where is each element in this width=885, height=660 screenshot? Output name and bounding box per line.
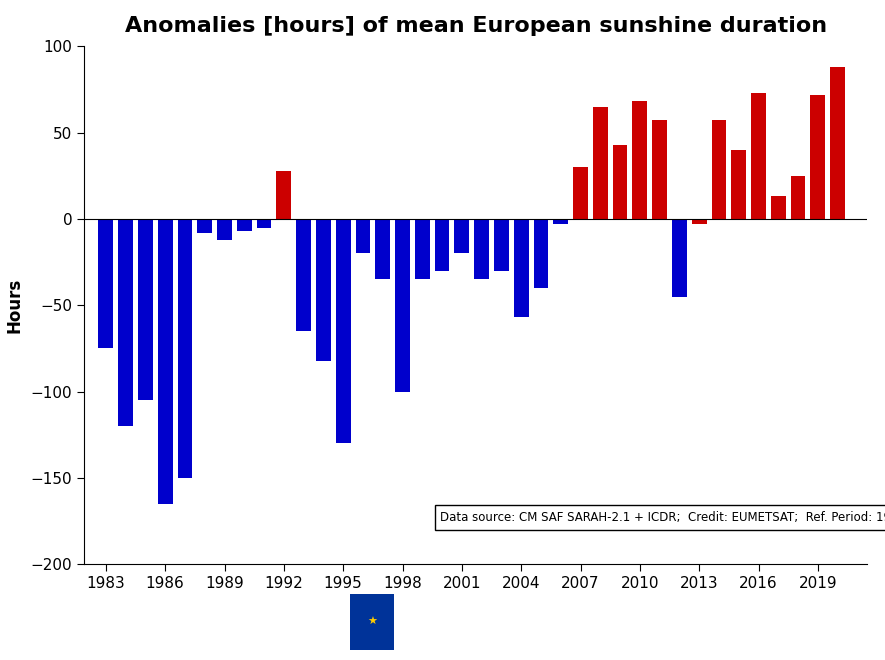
Bar — [237, 219, 251, 231]
Bar — [356, 219, 370, 253]
Bar — [731, 150, 746, 219]
Text: IMPLEMENTED BY: IMPLEMENTED BY — [685, 599, 746, 605]
Bar — [257, 219, 272, 228]
Bar — [811, 94, 826, 219]
Text: ★: ★ — [367, 617, 377, 627]
Bar — [316, 219, 331, 360]
Bar — [514, 219, 528, 317]
Bar — [454, 219, 469, 253]
Bar — [119, 219, 133, 426]
Text: Copernicus Climate Change Service: Copernicus Climate Change Service — [18, 605, 205, 614]
Text: Data source: CM SAF SARAH-2.1 + ICDR;  Credit: EUMETSAT;  Ref. Period: 1991-2020: Data source: CM SAF SARAH-2.1 + ICDR; Cr… — [441, 512, 885, 524]
Bar — [138, 219, 153, 400]
Bar — [415, 219, 430, 279]
Bar — [178, 219, 192, 478]
Bar — [672, 219, 687, 296]
Bar — [197, 219, 212, 233]
Bar — [612, 145, 627, 219]
Text: Europe's eyes on Earth: Europe's eyes on Earth — [400, 630, 489, 639]
Bar — [335, 219, 350, 444]
Bar — [830, 67, 845, 219]
Bar — [593, 107, 608, 219]
Bar — [633, 102, 647, 219]
Y-axis label: Hours: Hours — [5, 278, 24, 333]
Text: Copernicus: Copernicus — [400, 605, 487, 619]
Bar — [771, 197, 786, 219]
Bar — [158, 219, 173, 504]
Bar — [652, 121, 667, 219]
Text: European State of the Climate | 2020: European State of the Climate | 2020 — [18, 632, 212, 642]
Title: Anomalies [hours] of mean European sunshine duration: Anomalies [hours] of mean European sunsh… — [125, 16, 827, 36]
Bar — [375, 219, 390, 279]
Bar — [474, 219, 489, 279]
Bar — [573, 167, 588, 219]
Bar — [217, 219, 232, 240]
Bar — [276, 170, 291, 219]
Bar — [494, 219, 509, 271]
Bar — [296, 219, 311, 331]
Bar — [98, 219, 113, 348]
Bar — [435, 219, 450, 271]
Bar — [395, 219, 410, 391]
Bar — [790, 176, 805, 219]
Bar — [692, 219, 706, 224]
Text: ECMWF: ECMWF — [676, 622, 764, 642]
Bar — [534, 219, 549, 288]
FancyBboxPatch shape — [350, 594, 394, 650]
Bar — [553, 219, 568, 224]
Bar — [751, 93, 766, 219]
Bar — [712, 121, 727, 219]
